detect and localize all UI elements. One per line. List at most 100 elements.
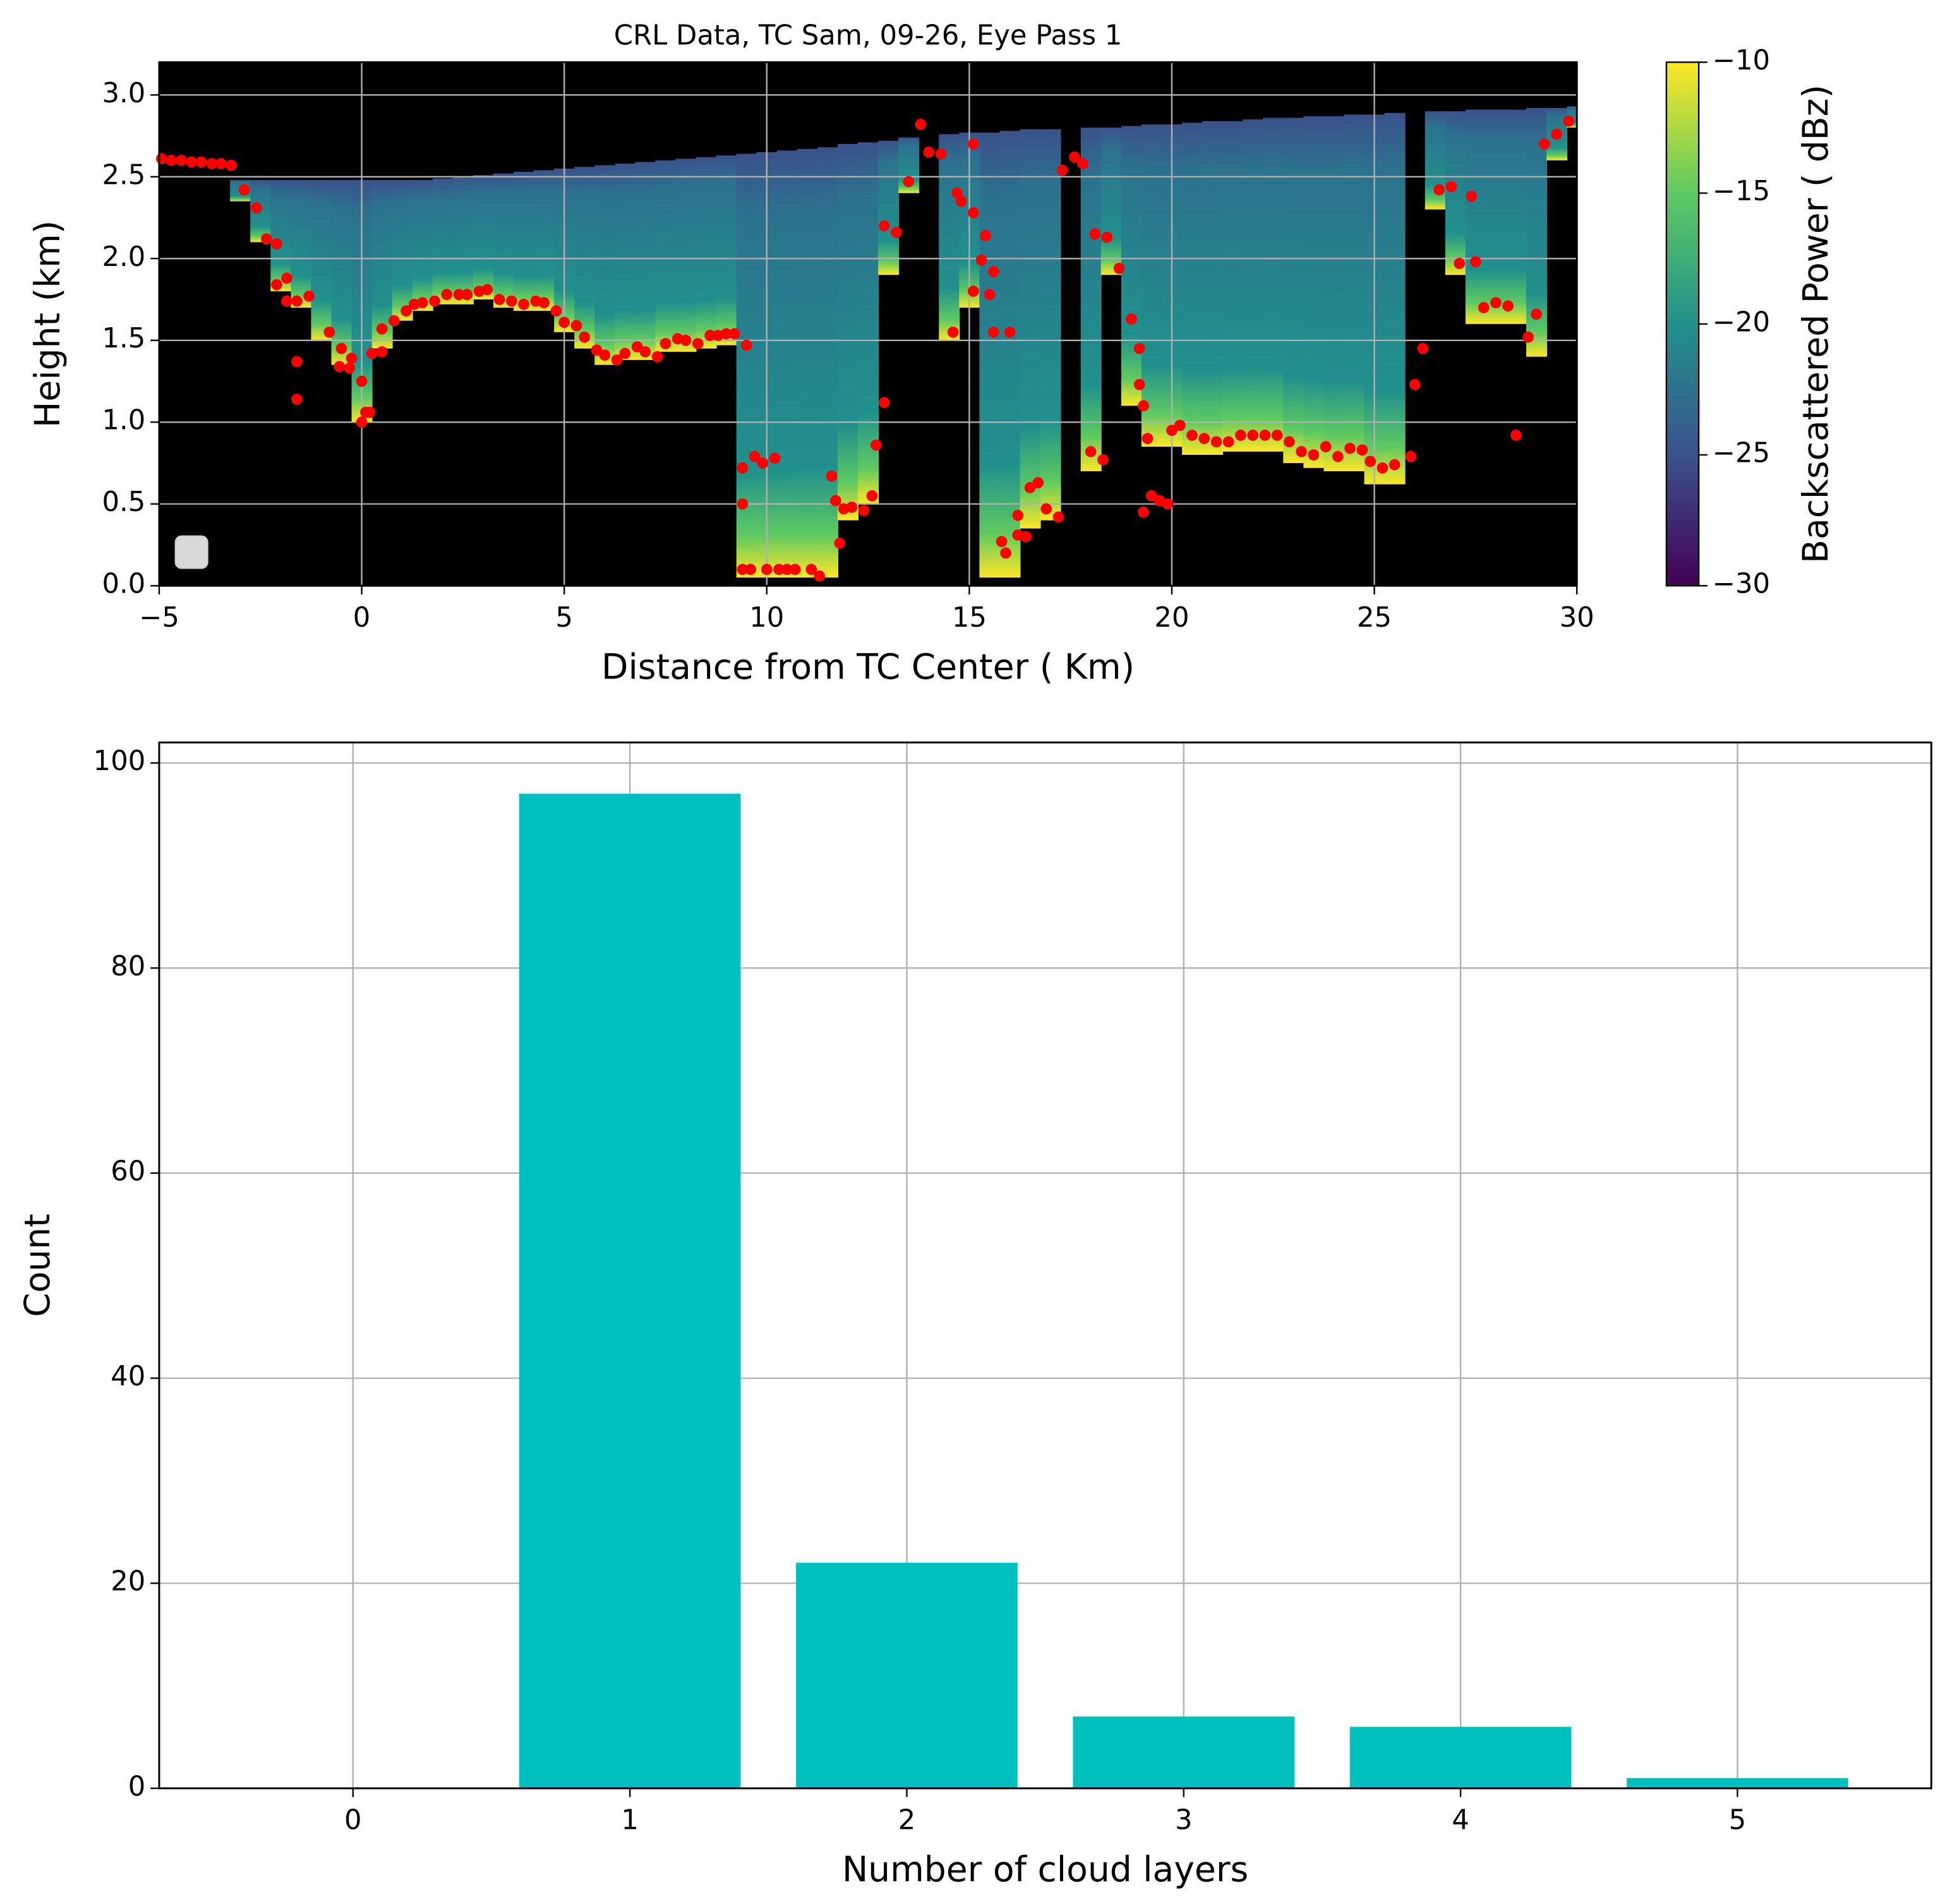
cloud-base-point [639,346,651,358]
echo-column [1121,126,1142,406]
echo-column [1243,119,1264,452]
echo-column [1080,128,1102,471]
cloud-base-point [441,289,453,301]
cloud-base-point [550,305,562,317]
bar [1073,1716,1295,1788]
cloud-base-point [1146,490,1157,502]
cloud-base-point [891,226,902,238]
cloud-base-point [271,238,282,250]
cloud-base-point [1125,313,1137,325]
echo-column [615,164,636,360]
cloud-base-point [1320,441,1332,452]
cloud-base-point [1405,450,1417,462]
y-axis-label: Height (km) [27,220,68,428]
cloud-base-point [967,207,979,219]
cloud-base-point [1097,454,1109,466]
cloud-base-point [389,315,400,327]
echo-column [1283,117,1304,464]
echo-column [1465,109,1486,324]
cloud-base-point [619,347,631,359]
cloud-base-point [1138,400,1149,412]
cloud-base-point [376,323,388,335]
bar [1627,1778,1848,1788]
cloud-base-point [858,505,870,516]
colorbar-tick-label: −20 [1713,306,1770,338]
cloud-base-point [1069,151,1080,163]
echo-column [514,171,535,311]
axes-frame [158,61,1578,587]
echo-column [776,150,798,578]
cloud-base-point [829,495,841,507]
cloud-base-point [335,342,347,354]
cloud-base-point [975,254,987,266]
cloud-base-point [271,279,282,291]
cloud-base-point [505,295,517,307]
chart-title: CRL Data, TC Sam, 09-26, Eye Pass 1 [614,20,1123,52]
cloud-base-point [453,289,465,301]
x-tick-label: 30 [1560,602,1594,634]
cloud-base-point [915,119,927,130]
cloud-base-point [261,233,272,245]
cloud-base-point [166,155,178,166]
cloud-base-point [303,290,315,302]
cloud-base-point [1004,326,1016,338]
cloud-base-point [1296,446,1308,457]
cloud-base-point [366,347,378,359]
echo-column [817,147,838,578]
x-tick-label: 2 [898,1805,916,1836]
cloud-base-point [737,563,749,575]
bar [1349,1726,1572,1788]
echo-column [1425,111,1446,210]
cloud-base-point [1563,115,1575,127]
cloud-base-point [401,305,412,317]
cloud-base-point [704,330,716,341]
echo-column [452,176,474,304]
echo-column [939,134,960,340]
cloud-base-point [291,394,303,405]
cloud-base-point [344,362,356,374]
cloud-base-point [1133,342,1145,354]
cloud-base-point [1551,128,1562,140]
y-tick-label: 2.5 [102,159,145,191]
cloud-base-point [651,351,663,363]
y-tick-label: 60 [111,1156,145,1188]
cloud-base-point [611,354,623,366]
cloud-base-point [1377,462,1389,474]
cloud-base-point [429,295,440,307]
colorbar-label: Backscattered Power ( dBz) [1795,85,1836,563]
echo-column [999,131,1021,578]
echo-column [1182,123,1203,455]
cloud-base-point [461,289,473,301]
cloud-base-point [1445,181,1457,193]
cloud-base-point [1454,258,1466,269]
cloud-base-point [1490,297,1502,309]
cloud-base-point [1522,331,1534,343]
x-tick-label: 20 [1154,602,1189,634]
cloud-base-point [591,344,603,356]
cloud-base-point [814,570,825,582]
echo-column [979,132,1001,578]
cloud-base-point [1174,419,1186,431]
cloud-base-point [1162,498,1174,510]
echo-column [736,154,757,578]
echo-column [837,143,859,521]
echo-column [311,179,332,340]
cloud-base-point [745,563,756,575]
y-tick-label: 2.0 [102,241,145,273]
bar [796,1562,1018,1788]
echo-column [473,175,494,300]
echo-column [1100,128,1122,275]
cloud-base-point [570,320,582,332]
cloud-base-point [579,331,591,343]
echo-column [1222,121,1244,452]
echo-column [1141,124,1162,447]
cloud-base-point [599,349,611,361]
cloud-base-point [720,328,732,340]
colorbar-tick-label: −25 [1713,438,1770,469]
cloud-base-point [1012,510,1024,521]
cloud-base-point [215,158,227,169]
cloud-base-point [1365,455,1377,467]
y-tick-label: 0.5 [102,486,145,518]
x-tick-label: 5 [555,602,573,634]
